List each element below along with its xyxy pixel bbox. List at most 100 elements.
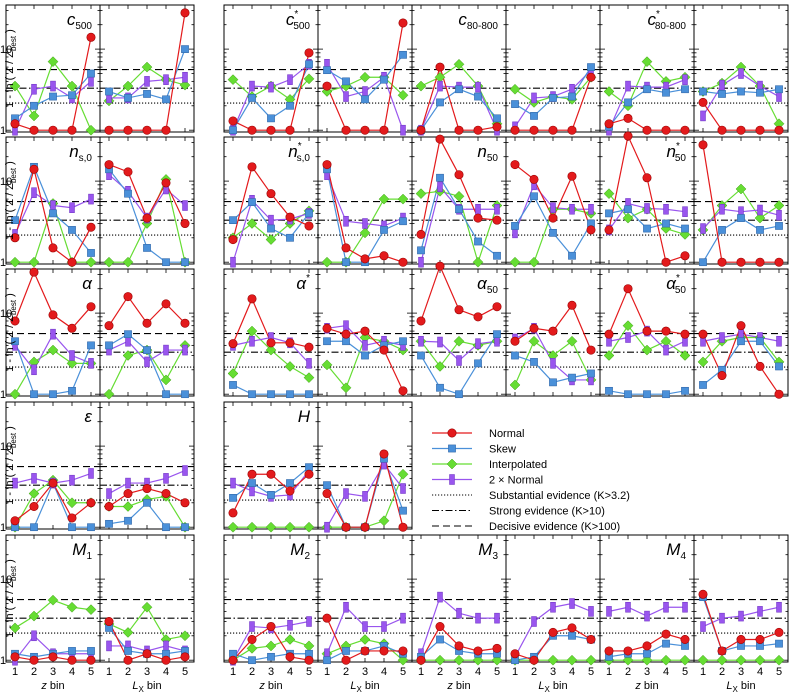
x-tick-label: 2 <box>249 666 255 678</box>
panel-title: c80-800 <box>458 10 498 32</box>
marker-skew <box>286 390 294 399</box>
series-line-normal <box>420 65 498 131</box>
marker-skew <box>124 516 132 525</box>
marker-interpolated <box>265 344 277 356</box>
x-tick-label: 3 <box>50 666 56 678</box>
marker-2x-normal <box>163 473 169 484</box>
marker-normal <box>774 389 784 399</box>
marker-2x-normal <box>569 203 575 215</box>
x-tick-label: 5 <box>306 666 312 678</box>
marker-normal <box>304 221 314 231</box>
marker-interpolated <box>122 80 134 92</box>
marker-interpolated <box>303 640 315 652</box>
marker-skew <box>568 92 576 101</box>
marker-2x-normal <box>362 340 368 351</box>
marker-2x-normal <box>182 200 188 211</box>
panel-title: n* s,0 <box>288 141 310 164</box>
marker-skew <box>436 383 444 392</box>
marker-interpolated <box>509 256 521 268</box>
marker-skew <box>448 444 456 453</box>
marker-interpolated <box>735 183 747 195</box>
marker-skew <box>417 246 425 255</box>
marker-normal <box>661 125 671 135</box>
marker-normal <box>510 649 520 659</box>
y-tick-label: 1 <box>0 125 6 137</box>
x-tick-label: 1 <box>418 666 424 678</box>
panel-title: α <box>82 274 93 293</box>
marker-2x-normal <box>230 477 236 489</box>
marker-2x-normal <box>249 485 255 497</box>
marker-skew <box>323 337 331 346</box>
marker-interpolated <box>227 521 239 533</box>
marker-skew <box>342 77 350 86</box>
marker-skew <box>124 94 132 102</box>
marker-skew <box>267 224 275 233</box>
marker-normal <box>29 655 39 665</box>
marker-normal <box>247 634 257 644</box>
marker-2x-normal <box>475 81 481 93</box>
marker-interpolated <box>415 80 427 92</box>
series-line-normal <box>326 451 404 528</box>
marker-skew <box>105 87 113 96</box>
marker-2x-normal <box>700 621 706 632</box>
marker-2x-normal <box>88 76 94 87</box>
panel-4-1: M2 <box>223 534 413 666</box>
marker-2x-normal <box>437 181 443 193</box>
marker-normal <box>341 243 351 253</box>
marker-interpolated <box>434 361 446 372</box>
x-tick-label: 4 <box>287 666 293 678</box>
marker-normal <box>247 162 257 172</box>
marker-normal <box>435 62 445 72</box>
marker-normal <box>228 235 238 245</box>
marker-normal <box>717 257 727 267</box>
marker-2x-normal <box>144 76 150 87</box>
marker-normal <box>416 229 426 239</box>
marker-normal <box>304 342 314 352</box>
marker-normal <box>586 72 596 82</box>
marker-normal <box>717 646 727 656</box>
marker-2x-normal <box>249 621 255 632</box>
marker-normal <box>86 655 96 665</box>
marker-skew <box>756 337 764 346</box>
y-tick-label: 10 <box>0 308 12 320</box>
marker-normal <box>247 294 257 304</box>
marker-normal <box>29 267 39 277</box>
marker-normal <box>755 634 765 644</box>
series-line-skew <box>15 481 91 528</box>
x-tick-label: 2 <box>343 666 349 678</box>
marker-normal <box>228 339 238 349</box>
marker-normal <box>104 501 114 511</box>
panel-1-3: n* 50 <box>599 131 789 267</box>
marker-skew <box>143 498 151 507</box>
marker-skew <box>643 649 651 658</box>
marker-normal <box>142 484 152 494</box>
marker-skew <box>286 101 294 110</box>
marker-interpolated <box>679 654 691 666</box>
marker-normal <box>123 125 133 135</box>
marker-normal <box>86 32 96 42</box>
marker-2x-normal <box>88 193 94 205</box>
marker-2x-normal <box>343 320 349 331</box>
marker-interpolated <box>141 61 153 73</box>
marker-normal <box>322 489 332 499</box>
series-line-normal <box>326 164 404 263</box>
panel-2-2: α50 <box>411 261 601 399</box>
marker-interpolated <box>265 521 277 533</box>
marker-normal <box>304 469 314 479</box>
marker-normal <box>698 589 708 599</box>
marker-2x-normal <box>588 203 594 215</box>
marker-normal <box>379 646 389 656</box>
x-tick-label: 4 <box>757 666 763 678</box>
marker-normal <box>473 125 483 135</box>
marker-normal <box>567 171 577 181</box>
y-tick-label: 1 <box>0 257 6 269</box>
marker-normal <box>123 655 133 665</box>
marker-2x-normal <box>106 640 112 652</box>
marker-normal <box>285 652 295 662</box>
marker-normal <box>661 257 671 267</box>
marker-interpolated <box>265 640 277 652</box>
marker-skew <box>49 390 57 399</box>
marker-interpolated <box>28 488 40 499</box>
x-tick-label: 5 <box>400 666 406 678</box>
